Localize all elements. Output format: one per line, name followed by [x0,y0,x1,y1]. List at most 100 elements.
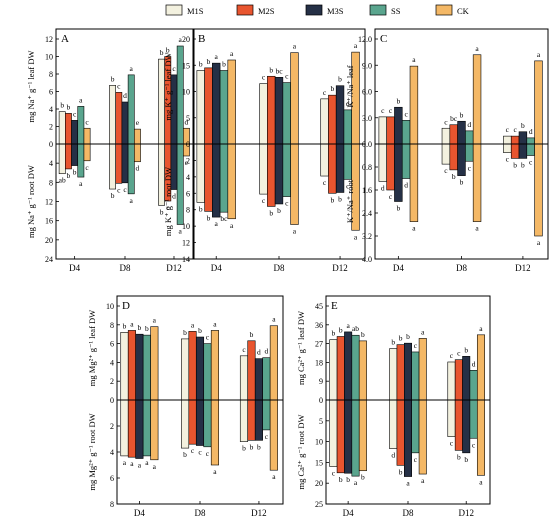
panel-a-ylabel-top: mg Na⁺ g⁻¹ leaf DW [26,51,36,123]
panel-b-bar-top [343,109,352,145]
panel-e-bar-top [351,334,360,401]
panel-b-bar-top [274,77,284,145]
panel-e-ylabel-top: mg Ca²⁺ g⁻¹ leaf DW [296,311,306,385]
panel-b-bar-top [267,75,276,145]
panel-e-bar-top [462,356,471,401]
panel-c-ytick-label-top: 3.0 [362,114,372,123]
panel-c-letter-bottom: b [513,160,517,169]
panel-e-bar-bottom [476,399,485,476]
panel-e-letter-bottom: a [354,478,358,487]
panel-d-bar-top [142,334,151,401]
panel-e-ylabel-bottom: mg Ca²⁺ g⁻¹ root DW [296,415,306,490]
panel-e-ytick-label-top: 9 [319,377,323,386]
panel-c-letter-bottom: a [412,224,416,233]
panel-c-category-label: D8 [456,263,467,273]
panel-e-letter-top: b [399,334,403,343]
panel-c-letter-bottom: a [475,224,479,233]
legend-label-m2s: M2S [258,6,275,16]
panel-e-letter-top: a [346,321,350,330]
panel-d-bar-top [120,332,129,401]
panel-d-letter-bottom: a [145,458,149,467]
panel-a-bar-bottom [176,143,184,225]
panel-b-letter-bottom: b [199,204,203,213]
panel-c-bar-top [394,106,403,145]
panel-d-ytick-label-top: 6 [110,340,114,349]
panel-e-letter-top: a [479,324,483,333]
panel-b-bar-bottom [204,143,213,212]
panel-a-letter-bottom: b [160,207,164,216]
panel-b-letter-bottom: a [215,219,219,228]
panel-e-category-label: D8 [403,508,414,518]
panel-b-letter-top: b [207,57,211,66]
panel-d-title: D [122,300,130,312]
panel-e-letter-top: b [332,329,336,338]
panel-c-bar-bottom [449,143,458,171]
panel-c-bar-bottom [510,143,520,159]
panel-b-letter-top: b [222,60,226,69]
panel-a-ytick-label-top: 10 [45,53,53,62]
panel-a-category-label: D8 [120,263,131,273]
panel-e-ytick-label-bottom: 20 [315,479,323,488]
panel-b-ytick-label-top: 20 [182,35,190,44]
panel-c-bar-bottom [409,143,419,222]
panel-e-bar-bottom [454,399,463,451]
panel-b-bar-top [320,98,329,145]
panel-c-letter-bottom: b [452,172,456,181]
panel-a-letter-bottom: b [67,171,71,180]
panel-c-ytick-label-top: 9.0 [362,61,372,70]
panel-a-bar-top [71,120,79,145]
panel-d-letter-top: a [130,319,134,328]
panel-b-category-label: D8 [274,263,285,273]
panel-c-ylabel-top: K⁺/Na⁺ leaf [345,65,355,107]
panel-a-ytick-label-top: 8 [49,70,53,79]
panel-c-letter-top: c [506,125,510,134]
panel-d-ylabel-bottom: mg Mg²⁺ g⁻¹ root DW [87,413,97,490]
panel-e-letter-bottom: b [339,475,343,484]
panel-c-bar-top [510,135,520,145]
panel-e-letter-bottom: a [406,479,410,488]
panel-e-bar-bottom [344,399,353,474]
panel-b-letter-top: a [354,41,358,50]
panel-a-letter-top: d [123,91,127,100]
panel-b-bar-top [282,82,291,145]
legend-label-ck: CK [457,6,470,16]
panel-d-bar-top [203,343,212,401]
panel-e-title: E [331,300,338,312]
panel-c-ytick-label-bottom: 4.0 [362,255,372,264]
panel-d-bar-top [150,326,159,401]
panel-c-letter-top: c [389,106,393,115]
panel-b-bar-top [290,52,299,145]
panel-a-ytick-label-bottom: 16 [45,217,53,226]
panel-a-letter-top: c [172,64,176,73]
panel-a-ytick-label-top: 12 [45,35,53,44]
panel-d-letter-top: a [272,315,276,324]
panel-a-bar-top [109,85,116,145]
panel-a-letter-top: b [166,46,170,55]
panel-e-letter-bottom: b [361,473,365,482]
panel-e-bar-top [396,344,405,401]
panel-d-bar-top [127,330,136,401]
panel-a-ytick-label-top: 2 [49,123,53,132]
panel-b-bar-bottom [212,143,221,218]
panel-c-bar-bottom [518,143,528,159]
panel-d-bar-top [181,338,190,401]
panel-a-ytick-label-bottom: 24 [45,255,53,264]
panel-e-bar-bottom [404,399,412,477]
panel-c-ytick-label-top: 12.0 [358,35,372,44]
panel-b-ytick-label-bottom: 6 [186,189,190,198]
panel-d-letter-top: b [145,324,149,333]
panel-c-bar-bottom [378,143,387,182]
panel-d-bar-bottom [262,399,271,431]
panel-a-bar-bottom [109,143,116,190]
panel-a-bar-top [77,106,85,145]
panel-c-letter-bottom: b [396,204,400,213]
panel-c-letter-top: bc [450,114,458,123]
panel-e-letter-top: c [414,341,418,350]
panel-d-letter-top: b [198,326,202,335]
panel-b-bar-bottom [328,143,337,194]
panel-d-category-label: D4 [134,508,145,518]
panel-b-letter-top: c [262,73,266,82]
panel-a-letter-bottom: c [85,163,89,172]
panel-b-ytick-label-bottom: 12 [182,239,190,248]
panel-d-bar-bottom [247,399,256,441]
